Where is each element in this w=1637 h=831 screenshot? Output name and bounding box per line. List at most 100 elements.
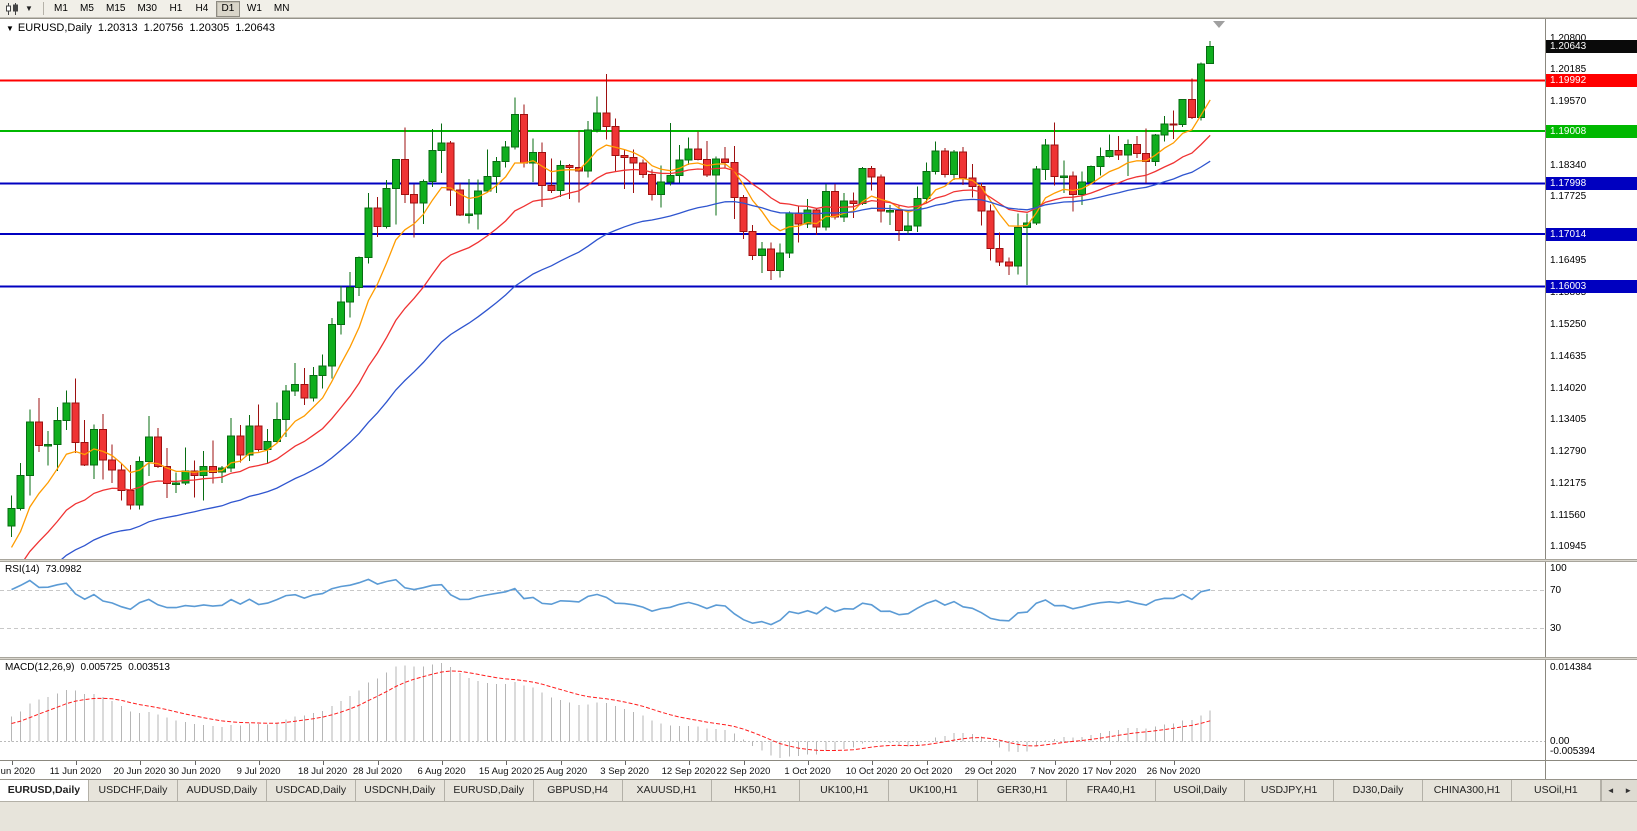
tabs-scroll-left-button[interactable]: ◄: [1606, 786, 1615, 795]
price-axis[interactable]: 1.20800 1.20185 1.19570 1.18340 1.17725 1.164…: [1545, 19, 1637, 559]
tab-usdjpy-h1[interactable]: USDJPY,H1: [1245, 780, 1335, 801]
timeframe-button-m30[interactable]: M30: [137, 2, 157, 14]
time-axis-label: 18 Jul 2020: [298, 766, 348, 777]
timeframe-button-d1[interactable]: D1: [215, 0, 240, 17]
price-axis-label: 1.15865: [1550, 287, 1587, 299]
tab-eurusd-daily[interactable]: EURUSD,Daily: [444, 780, 534, 801]
time-axis-tick: [194, 761, 196, 765]
collapse-arrow-icon[interactable]: ▼: [6, 24, 14, 33]
timeframe-button-h1[interactable]: H1: [169, 2, 183, 14]
tab-usoil-h1[interactable]: USOil,H1: [1511, 780, 1601, 801]
time-axis-label: 12 Sep 2020: [661, 766, 716, 777]
tab-usdcnh-daily[interactable]: USDCNH,Daily: [355, 780, 445, 801]
tab-usoil-daily[interactable]: USOil,Daily: [1156, 780, 1246, 801]
price-axis-label: 1.11560: [1550, 509, 1586, 521]
tab-fra40-h1[interactable]: FRA40,H1: [1067, 780, 1157, 801]
time-axis-tick: [871, 761, 873, 765]
tab-audusd-daily[interactable]: AUDUSD,Daily: [177, 780, 267, 801]
time-axis-corner: [1545, 761, 1637, 781]
price-axis-label: 1.13405: [1550, 414, 1587, 426]
time-axis-label: 11 Jun 2020: [49, 766, 102, 777]
ohlc-low-value: 1.20305: [189, 22, 230, 34]
time-axis-label: 1 Oct 2020: [784, 766, 831, 777]
panel-splitter[interactable]: [0, 559, 1637, 562]
price-axis-label: 1.20185: [1550, 64, 1587, 76]
time-axis-label: 28 Jul 2020: [352, 766, 403, 777]
tab-scroll-controls: ◄ ►: [1601, 780, 1637, 801]
price-axis-label: 1.14020: [1550, 382, 1587, 394]
tab-eurusd-daily[interactable]: EURUSD,Daily: [0, 780, 89, 801]
macd-axis-label-zero: 0.00: [1550, 735, 1570, 747]
time-axis-tick: [1173, 761, 1175, 765]
main-chart-canvas[interactable]: [0, 19, 1545, 559]
tab-hk50-h1[interactable]: HK50,H1: [711, 780, 801, 801]
chart-type-icon[interactable]: [4, 2, 20, 16]
price-axis-label: 1.15250: [1550, 319, 1587, 331]
price-axis-label: 1.18340: [1550, 159, 1587, 171]
time-axis-label: 6 Aug 2020: [417, 766, 466, 777]
time-axis-tick: [258, 761, 260, 765]
rsi-axis[interactable]: 100 70 30: [1545, 562, 1637, 657]
timeframe-button-mn[interactable]: MN: [273, 2, 290, 14]
time-axis-label: 20 Jun 2020: [113, 766, 166, 777]
timeframe-button-m15[interactable]: M15: [106, 2, 126, 14]
toolbar: ▼ M1 M5 M15 M30 H1 H4 D1 W1 MN: [0, 0, 1637, 18]
time-axis-tick: [807, 761, 809, 765]
time-axis-label: 25 Aug 2020: [533, 766, 588, 777]
toolbar-separator: [43, 2, 44, 15]
macd-panel: MACD(12,26,9) 0.005725 0.003513 0.014384 0.…: [0, 660, 1637, 760]
time-axis-label: 17 Nov 2020: [1082, 766, 1137, 777]
rsi-axis-label: 70: [1550, 584, 1562, 596]
tab-gbpusd-h4[interactable]: GBPUSD,H4: [533, 780, 623, 801]
ohlc-high-value: 1.20756: [143, 22, 184, 34]
rsi-canvas[interactable]: [0, 562, 1545, 657]
price-axis-label: 1.14635: [1550, 350, 1587, 362]
macd-axis-label-max: 0.014384: [1550, 662, 1592, 673]
tabs-scroll-right-button[interactable]: ►: [1624, 786, 1633, 795]
macd-axis[interactable]: 0.014384 0.00 -0.005394: [1545, 660, 1637, 760]
time-axis-label: 2 Jun 2020: [0, 766, 35, 777]
panel-splitter[interactable]: [0, 657, 1637, 660]
chart-dropdown-icon[interactable]: ▼: [21, 2, 37, 16]
chart-symbol-label: EURUSD,Daily: [17, 22, 92, 34]
tab-uk100-h1[interactable]: UK100,H1: [800, 780, 890, 801]
tab-uk100-h1[interactable]: UK100,H1: [889, 780, 979, 801]
price-axis-label: 1.12790: [1550, 446, 1587, 458]
time-axis-label: 26 Nov 2020: [1146, 766, 1201, 777]
time-axis-label: 3 Sep 2020: [600, 766, 649, 777]
tab-xauusd-h1[interactable]: XAUUSD,H1: [622, 780, 712, 801]
price-axis-label: 1.16495: [1550, 254, 1587, 266]
time-axis-tick: [75, 761, 77, 765]
status-bar: [0, 801, 1637, 831]
price-line-badge: 1.17998: [1546, 176, 1637, 190]
chart-shift-marker: [1213, 21, 1225, 28]
time-axis-tick: [1109, 761, 1111, 765]
time-axis-tick: [377, 761, 379, 765]
price-axis-label: 1.12175: [1550, 477, 1587, 489]
tab-china300-h1[interactable]: CHINA300,H1: [1423, 780, 1512, 801]
timeframe-buttons: M1 M5 M15 M30 H1 H4 D1 W1 MN: [49, 0, 296, 17]
timeframe-button-w1[interactable]: W1: [246, 2, 262, 14]
macd-canvas[interactable]: [0, 660, 1545, 760]
time-axis-tick: [322, 761, 324, 765]
time-axis-tick: [441, 761, 443, 765]
macd-axis-label-min: -0.005394: [1550, 746, 1596, 757]
tab-ger30-h1[interactable]: GER30,H1: [978, 780, 1068, 801]
chart-tabs-bar: EURUSD,Daily USDCHF,Daily AUDUSD,Daily USDC…: [0, 779, 1637, 801]
time-axis-label: 29 Oct 2020: [964, 766, 1017, 777]
rsi-panel: RSI(14) 73.0982 100 70 30: [0, 562, 1637, 657]
timeframe-button-m5[interactable]: M5: [80, 2, 94, 14]
timeframe-button-m1[interactable]: M1: [54, 2, 68, 14]
macd-value-label: 0.005725: [80, 662, 123, 673]
tab-dj30-daily[interactable]: DJ30,Daily: [1334, 780, 1423, 801]
price-axis-label: 1.20800: [1550, 32, 1587, 44]
dropdown-caret-icon: ▼: [25, 3, 33, 13]
tab-usdchf-daily[interactable]: USDCHF,Daily: [88, 780, 178, 801]
time-axis-label: 22 Sep 2020: [716, 766, 771, 777]
timeframe-button-h4[interactable]: H4: [195, 2, 209, 14]
tab-usdcad-daily[interactable]: USDCAD,Daily: [266, 780, 356, 801]
time-axis-label: 20 Oct 2020: [900, 766, 953, 777]
rsi-axis-label: 100: [1550, 563, 1567, 574]
